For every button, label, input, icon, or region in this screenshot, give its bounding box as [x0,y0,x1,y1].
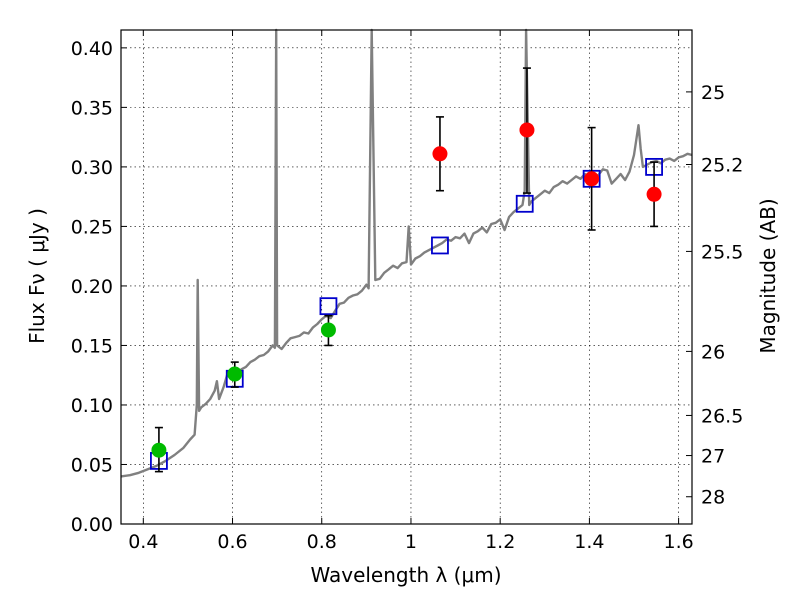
red-detection-point [519,122,535,138]
y-tick-label: 0.10 [71,395,113,417]
x-tick-label: 1 [405,531,417,553]
magnitude-tick-label: 26.5 [701,405,743,427]
x-tick-label: 0.6 [217,531,247,553]
y-tick-label: 0.20 [71,276,113,298]
green-detection-point [320,322,336,338]
y-tick-label: 0.25 [71,216,113,238]
grid-lines [121,30,692,525]
y-tick-label: 0.30 [71,157,113,179]
model-flux-square [431,236,449,255]
y-tick-label: 0.00 [71,514,113,536]
magnitude-tick-label: 28 [701,487,725,509]
x-tick-label: 0.8 [307,531,337,553]
magnitude-axis-label: Magnitude (AB) [756,198,780,353]
x-axis-ticks: 0.4 0.6 0.8 1 1.2 1.4 1.6 [128,30,694,553]
x-tick-label: 1.6 [664,531,694,553]
y-tick-label: 0.15 [71,335,113,357]
magnitude-tick-label: 25.2 [701,155,743,177]
y-axis-label: Flux Fν ( μJy ) [25,208,49,344]
red-detection-point [646,186,662,202]
model-flux-square [515,194,534,213]
green-detection-point [151,442,167,458]
red-detections [432,122,662,202]
magnitude-tick-label: 25 [701,82,725,104]
y-axis-ticks: 0.00 0.05 0.10 0.15 0.20 0.25 0.30 0.35 0.40 [71,38,127,536]
red-detection-point [432,146,448,162]
green-detections [151,322,336,458]
green-detection-point [227,366,243,382]
y-tick-label: 0.40 [71,38,113,60]
magnitude-axis-ticks: 25 25.2 25.5 26 26.5 27 28 [686,82,743,509]
x-axis-label: Wavelength λ (μm) [310,563,501,587]
magnitude-tick-label: 27 [701,446,725,468]
error-bars [154,67,659,473]
magnitude-tick-label: 25.5 [701,241,743,263]
x-tick-label: 0.4 [128,531,158,553]
x-tick-label: 1.2 [485,531,515,553]
x-tick-label: 1.4 [574,531,604,553]
model-flux-square [319,297,338,316]
model-spectrum-line [120,28,693,478]
red-detection-point [584,171,600,187]
magnitude-tick-label: 26 [701,341,725,363]
model-flux-squares [150,157,663,470]
y-tick-label: 0.35 [71,97,113,119]
y-tick-label: 0.05 [71,454,113,476]
model-spectrum-layer [120,28,693,478]
plot-frame [120,29,693,525]
